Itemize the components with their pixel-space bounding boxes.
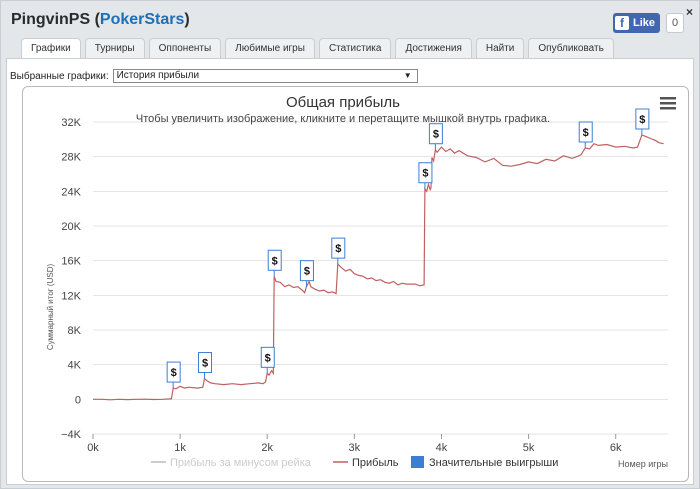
big-win-marker[interactable]: $ [578, 121, 593, 148]
window-title: PingvinPS (PokerStars) [11, 11, 190, 28]
big-win-marker[interactable]: $ [198, 352, 213, 379]
big-win-marker[interactable]: $ [260, 346, 275, 374]
big-win-marker-label: $ [265, 352, 271, 364]
y-tick-label: −4K [61, 429, 82, 441]
y-tick-label: 12K [61, 290, 81, 302]
big-win-marker[interactable]: $ [166, 361, 181, 389]
graph-selector-label: Выбранные графики: [10, 70, 109, 82]
x-tick-label: 6k [610, 442, 622, 454]
hamburger-menu-icon[interactable] [660, 97, 676, 110]
big-win-markers: $ $ $ $ $ $ $ $ $ $ [166, 108, 650, 389]
tab-bar: Графики Турниры Оппоненты Любимые игры С… [21, 38, 614, 59]
y-tick-label: 4K [68, 360, 82, 372]
legend-item-profit[interactable]: Прибыль [333, 457, 399, 469]
chart-container[interactable]: Общая прибыль Чтобы увеличить изображени… [22, 86, 689, 482]
x-tick-label: 5k [523, 442, 535, 454]
y-tick-label: 28K [61, 152, 81, 164]
like-label: Like [633, 17, 656, 29]
graph-selector-row: Выбранные графики: История прибыли ▼ [10, 69, 418, 83]
y-tick-label: 8K [68, 325, 82, 337]
tab-publish[interactable]: Опубликовать [528, 38, 614, 58]
x-tick-label: 0k [87, 442, 99, 454]
graphs-panel: Выбранные графики: История прибыли ▼ Общ… [6, 58, 694, 485]
app-name: PingvinPS [11, 11, 91, 28]
dropdown-arrow-icon: ▼ [403, 71, 412, 80]
big-win-marker[interactable]: $ [267, 249, 282, 277]
graph-select[interactable]: История прибыли ▼ [112, 69, 418, 83]
big-win-marker[interactable]: $ [428, 123, 443, 150]
close-icon[interactable]: × [685, 5, 693, 19]
y-tick-label: 20K [61, 221, 81, 233]
x-axis-label: Номер игры [618, 459, 668, 469]
tab-tournaments[interactable]: Турниры [84, 38, 145, 58]
facebook-like: f Like 0 [613, 13, 685, 33]
big-win-marker-label: $ [272, 255, 278, 267]
legend-item-net-profit[interactable]: Прибыль за минусом рейка [151, 457, 312, 469]
x-tick-label: 2k [261, 442, 273, 454]
big-win-marker-label: $ [433, 129, 439, 141]
y-tick-label: 32K [61, 117, 81, 129]
big-win-marker-label: $ [202, 358, 208, 370]
big-win-marker[interactable]: $ [635, 108, 650, 135]
big-win-marker-label: $ [639, 114, 645, 126]
big-win-marker-label: $ [304, 266, 310, 278]
x-axis-ticks: 0k 1k 2k 3k 4k 5k 6k [87, 434, 622, 454]
y-axis-ticks: −4K 0 4K 8K 12K 16K 20K 24K 28K 32K [61, 117, 82, 441]
legend-label-big-wins: Значительные выигрыши [429, 457, 558, 469]
profit-chart[interactable]: Общая прибыль Чтобы увеличить изображени… [23, 87, 688, 481]
chart-grid [93, 121, 668, 435]
tab-graphs[interactable]: Графики [21, 38, 81, 59]
facebook-f-icon: f [615, 16, 629, 30]
big-win-marker-label: $ [583, 127, 589, 139]
legend-label-net-profit: Прибыль за минусом рейка [170, 457, 312, 469]
y-axis-label: Суммарный итог (USD) [46, 264, 55, 351]
y-tick-label: 16K [61, 256, 81, 268]
site-name[interactable]: PokerStars [99, 11, 185, 28]
y-tick-label: 0 [75, 394, 81, 406]
x-tick-label: 1k [174, 442, 186, 454]
tab-favorite-games[interactable]: Любимые игры [225, 38, 315, 58]
x-tick-label: 3k [349, 442, 361, 454]
tab-opponents[interactable]: Оппоненты [148, 38, 222, 58]
tab-achievements[interactable]: Достижения [395, 38, 472, 58]
chart-subtitle: Чтобы увеличить изображение, кликните и … [136, 113, 550, 125]
tab-statistics[interactable]: Статистика [318, 38, 392, 58]
legend-item-big-wins[interactable]: Значительные выигрыши [411, 456, 558, 469]
facebook-like-button[interactable]: f Like [613, 13, 661, 33]
like-count: 0 [666, 13, 685, 33]
big-win-marker-label: $ [422, 168, 428, 180]
big-win-marker[interactable]: $ [331, 237, 346, 265]
chart-legend: Прибыль за минусом рейка Прибыль Значите… [151, 456, 558, 469]
legend-label-profit: Прибыль [352, 457, 399, 469]
big-win-marker-label: $ [171, 367, 177, 379]
x-tick-label: 4k [436, 442, 448, 454]
graph-select-value: История прибыли [116, 70, 200, 81]
big-win-marker[interactable]: $ [299, 260, 314, 287]
series-line-profit [93, 134, 664, 401]
big-win-marker[interactable]: $ [418, 162, 433, 189]
chart-title: Общая прибыль [286, 94, 400, 111]
big-win-marker-label: $ [335, 243, 341, 255]
tab-find[interactable]: Найти [475, 38, 525, 58]
y-tick-label: 24K [61, 186, 81, 198]
